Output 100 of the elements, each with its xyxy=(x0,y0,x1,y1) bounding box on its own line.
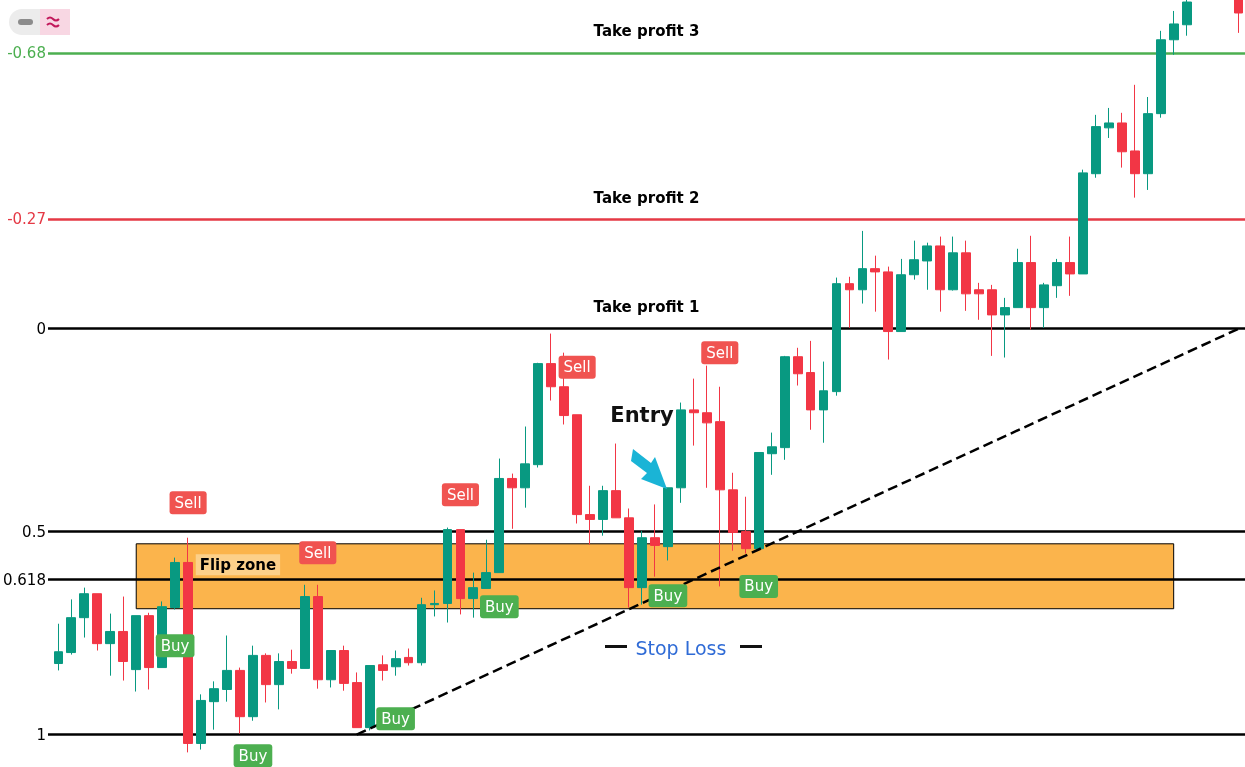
band-label: Flip zone xyxy=(199,555,277,574)
candlestick xyxy=(741,496,751,555)
annotation: Sell xyxy=(304,543,332,562)
candlestick xyxy=(494,458,504,574)
candlestick xyxy=(533,362,543,468)
candlestick xyxy=(443,527,452,624)
candlestick xyxy=(715,386,725,587)
candlestick xyxy=(507,473,517,530)
candlestick xyxy=(832,277,841,397)
candlestick xyxy=(131,615,141,693)
candlestick xyxy=(417,597,426,667)
candlestick xyxy=(637,530,647,606)
candlestick xyxy=(1026,235,1036,331)
y-tick-label: -0.68 xyxy=(7,43,46,62)
candlestick xyxy=(585,485,595,546)
candlestick xyxy=(1091,114,1101,179)
ref-line-label: Take profit 2 xyxy=(593,188,700,207)
candlestick xyxy=(780,355,790,461)
candlestick xyxy=(352,671,362,729)
candlestick xyxy=(754,451,764,552)
candlestick xyxy=(987,284,997,357)
candlestick xyxy=(468,572,478,619)
candlestick xyxy=(1117,112,1127,169)
y-tick-label: 1 xyxy=(36,725,46,744)
ref-line-label: Take profit 1 xyxy=(593,298,700,317)
candlestick xyxy=(1234,0,1243,34)
candlestick xyxy=(1182,0,1192,37)
candlestick xyxy=(1013,248,1023,309)
ref-line-label: Take profit 3 xyxy=(593,22,700,41)
candlestick xyxy=(481,539,491,589)
candlestick xyxy=(209,680,219,731)
candlestick xyxy=(196,693,206,751)
candlestick xyxy=(313,584,323,690)
candlestick xyxy=(676,402,686,504)
annotation: Stop Loss xyxy=(635,636,727,659)
annotation: Buy xyxy=(653,586,683,605)
annotation: Sell xyxy=(563,358,591,377)
candlestick xyxy=(54,623,63,671)
candlestick xyxy=(1143,96,1153,191)
candlestick xyxy=(845,276,854,329)
annotation: Sell xyxy=(706,343,734,362)
candlestick xyxy=(689,378,699,447)
candlestick xyxy=(274,652,284,710)
candlestick xyxy=(365,665,375,731)
candlestick xyxy=(92,593,102,652)
candlestick xyxy=(1039,282,1049,329)
annotation: Entry xyxy=(610,402,674,427)
candlestick xyxy=(948,236,958,292)
candlestick xyxy=(170,557,180,611)
candlestick xyxy=(922,242,932,291)
candlestick xyxy=(520,426,530,509)
candlestick xyxy=(1000,297,1010,359)
candlestick xyxy=(66,598,76,656)
annotation: Sell xyxy=(446,485,474,504)
candlestick xyxy=(572,414,582,525)
candlestick xyxy=(728,472,738,552)
y-tick-label: 0 xyxy=(36,319,46,338)
candlestick xyxy=(793,347,803,387)
candlestick xyxy=(261,652,271,703)
candlestick xyxy=(378,654,388,682)
candlestick xyxy=(961,240,971,312)
candlestick xyxy=(391,650,401,677)
candlestick xyxy=(1052,258,1062,299)
candlestick xyxy=(1130,84,1140,199)
candlestick xyxy=(870,255,880,313)
annotation: Sell xyxy=(174,493,202,512)
annotation: Buy xyxy=(484,597,514,616)
candlestick xyxy=(339,645,349,692)
candlestick xyxy=(404,648,413,667)
annotation: Buy xyxy=(744,577,774,596)
annotation: Buy xyxy=(238,746,268,765)
candlestick xyxy=(1078,169,1088,275)
candlestick xyxy=(248,645,258,722)
y-tick-label: -0.27 xyxy=(7,210,46,229)
y-tick-label: 0.618 xyxy=(2,570,46,589)
candlestick xyxy=(858,230,867,305)
candlestick xyxy=(819,361,828,444)
candlestick xyxy=(235,667,245,735)
candlestick xyxy=(702,365,712,489)
candlestick xyxy=(935,236,945,313)
candlestick xyxy=(896,258,906,333)
candlestick xyxy=(118,596,128,682)
candlestick xyxy=(105,613,115,677)
candlestick xyxy=(287,649,297,675)
candlestick xyxy=(326,650,336,688)
candlestick xyxy=(650,503,660,578)
candlestick xyxy=(300,584,310,669)
candlestick xyxy=(430,589,439,617)
candlestick xyxy=(1169,10,1179,56)
y-tick-label: 0.5 xyxy=(22,522,46,541)
candlestick xyxy=(1156,30,1166,119)
candlestick xyxy=(598,485,608,537)
candlestick xyxy=(974,282,984,321)
candlestick xyxy=(1065,236,1075,297)
candlestick xyxy=(546,333,556,402)
candlestick xyxy=(222,635,232,703)
candlestick xyxy=(611,443,621,519)
annotation: Buy xyxy=(381,709,411,728)
candlestick xyxy=(909,240,919,281)
candlestick xyxy=(883,266,893,361)
